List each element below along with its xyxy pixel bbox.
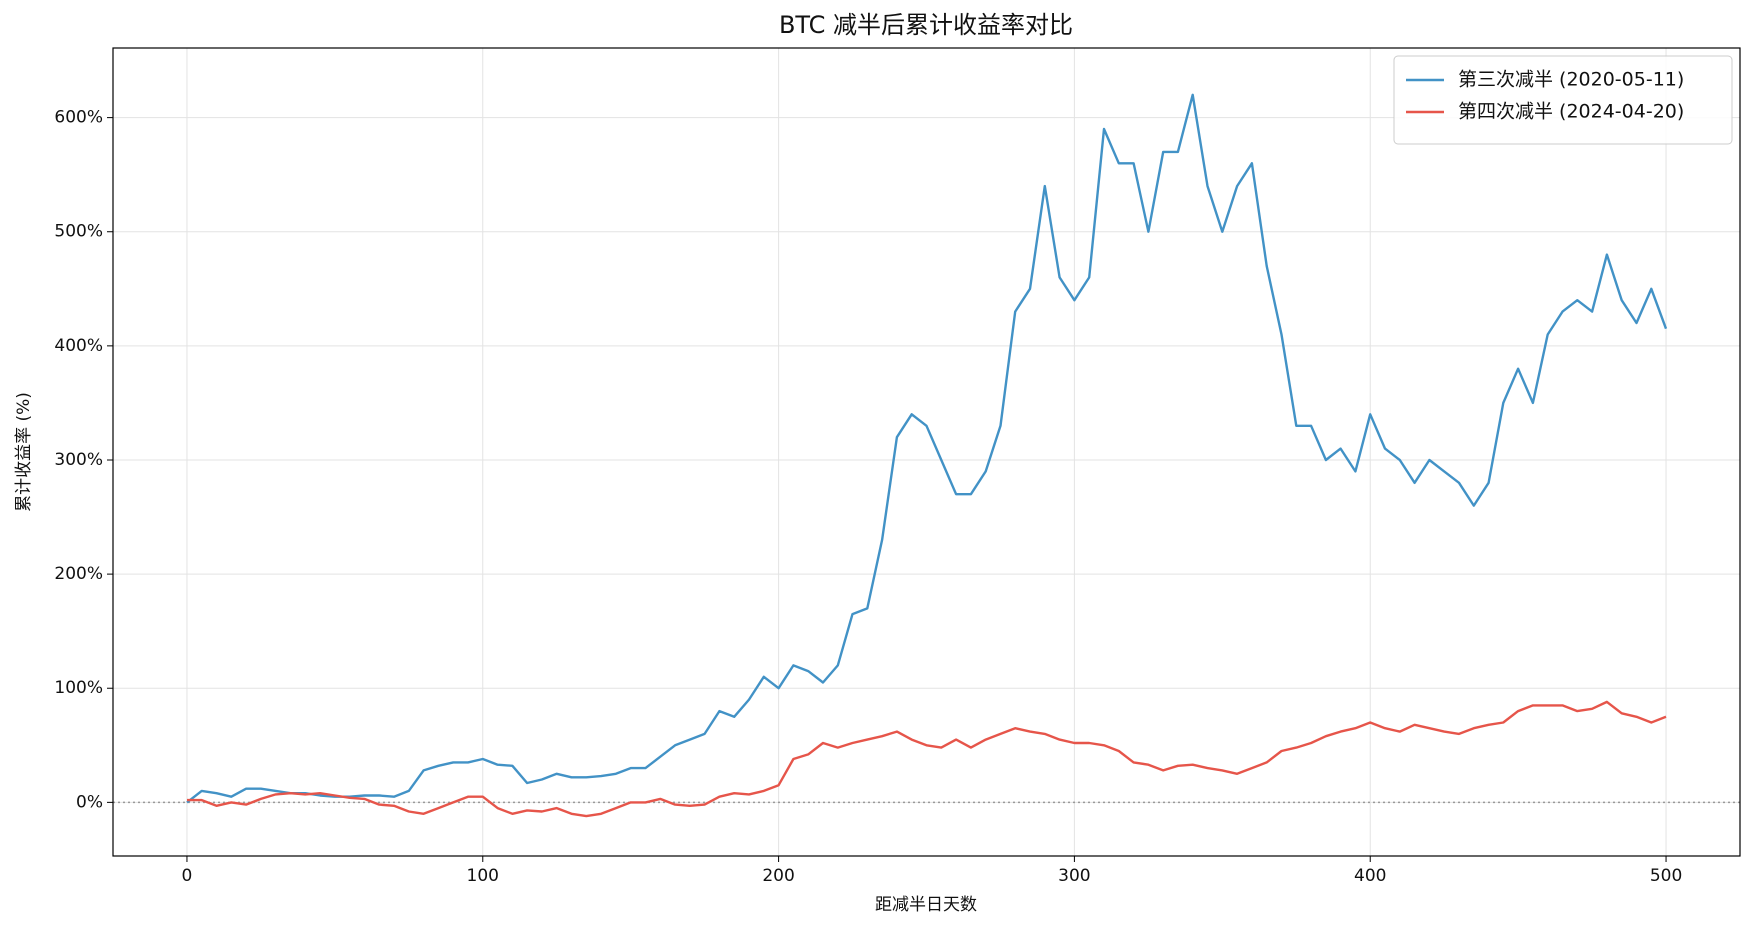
y-tick-label: 400% <box>54 336 103 356</box>
legend-box <box>1393 55 1733 145</box>
legend-label: 第四次减半 (2024-04-20) <box>1458 101 1684 123</box>
x-tick-label: 300 <box>1058 866 1090 886</box>
series-line <box>186 93 1668 804</box>
plot-frame <box>112 47 1741 857</box>
x-tick-label: 500 <box>1650 866 1682 886</box>
y-axis-label: 累计收益率 (%) <box>14 392 34 512</box>
y-tick-label: 200% <box>54 564 103 584</box>
y-tick-label: 0% <box>76 792 103 812</box>
x-axis-label: 距减半日天数 <box>875 895 977 915</box>
series-line <box>187 700 1667 818</box>
x-tick-label: 100 <box>467 866 499 886</box>
y-tick-label: 500% <box>54 222 103 242</box>
x-tick-label: 400 <box>1354 866 1386 886</box>
x-tick-label: 0 <box>182 866 193 886</box>
y-tick-label: 300% <box>54 450 103 470</box>
x-tick-label: 200 <box>762 866 794 886</box>
y-tick-label: 100% <box>54 678 103 698</box>
chart-title: BTC 减半后累计收益率对比 <box>779 11 1073 39</box>
y-tick-label: 600% <box>54 108 103 128</box>
legend-label: 第三次减半 (2020-05-11) <box>1458 69 1684 91</box>
